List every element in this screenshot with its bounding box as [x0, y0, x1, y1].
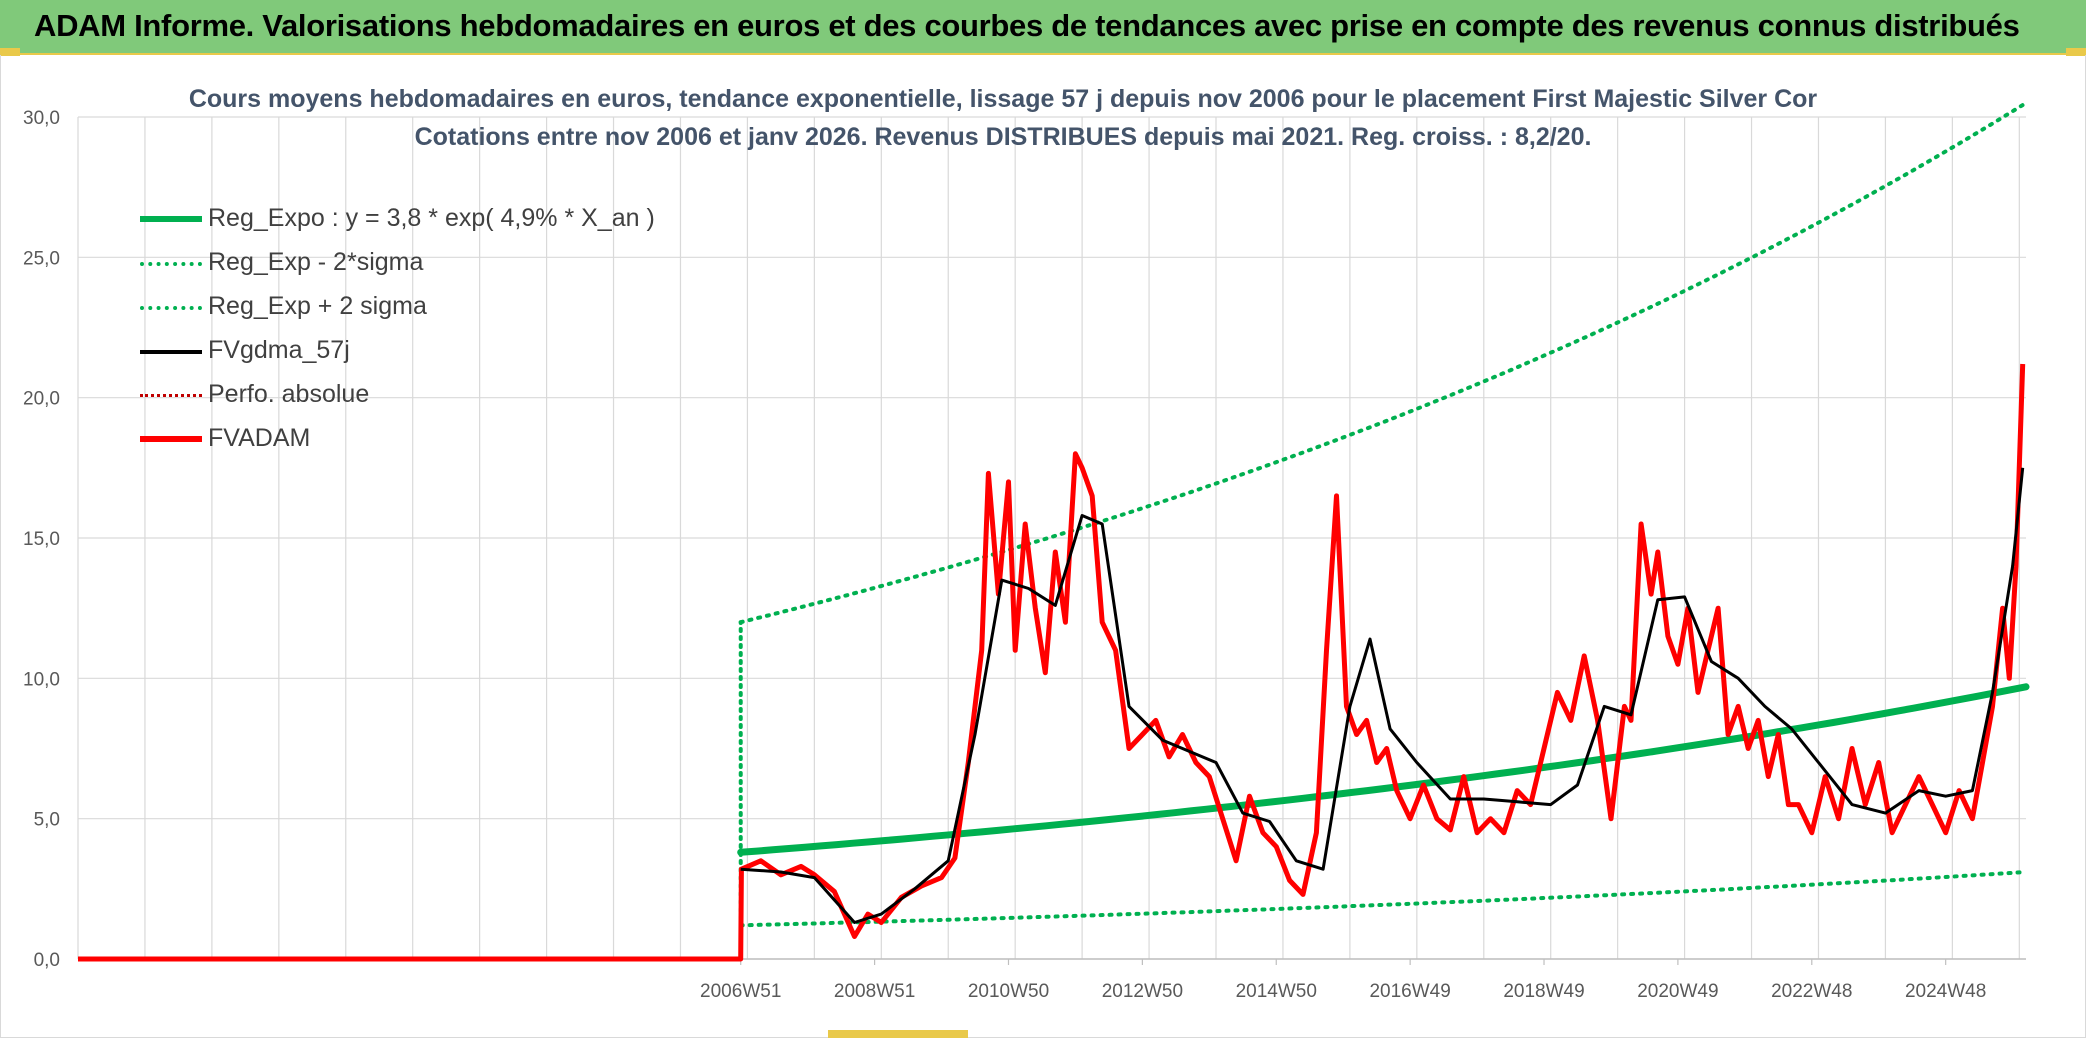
- report-title: ADAM Informe. Valorisations hebdomadaire…: [34, 8, 2020, 43]
- chart-subtitle: Cotations entre nov 2006 et janv 2026. R…: [414, 123, 1592, 151]
- legend-label: Reg_Exp - 2*sigma: [208, 248, 424, 276]
- legend-label: Reg_Expo : y = 3,8 * exp( 4,9% * X_an ): [208, 204, 655, 232]
- legend-swatch-perfo-absolue: [140, 394, 202, 397]
- chart-grid: [77, 116, 2026, 960]
- bottom-accent: [828, 1030, 968, 1038]
- y-axis: 0,0 5,0 10,0 15,0 20,0 25,0 30,0: [23, 108, 60, 971]
- series-fvgdma: [740, 467, 2025, 924]
- x-tick-label: 2020W49: [1637, 981, 1718, 1002]
- chart-title: Cours moyens hebdomadaires en euros, ten…: [188, 85, 1818, 113]
- legend-label: FVADAM: [208, 424, 311, 452]
- legend-label: Perfo. absolue: [208, 380, 370, 408]
- x-tick-label: 2012W50: [1102, 981, 1183, 1002]
- series-fvadam: [78, 363, 2026, 962]
- legend-swatch-fvgdma: [140, 350, 202, 354]
- x-tick-label: 2024W48: [1905, 981, 1986, 1002]
- x-axis: 2006W51 2008W51 2010W50 2012W50 2014W50 2016W…: [78, 958, 2026, 1002]
- x-tick-label: 2014W50: [1236, 981, 1317, 1002]
- series-reg-expo: [737, 683, 2030, 856]
- corner-mark-right: [2066, 48, 2086, 56]
- x-tick-label: 2018W49: [1503, 981, 1584, 1002]
- y-tick-label: 30,0: [23, 108, 60, 129]
- y-tick-label: 25,0: [23, 248, 60, 269]
- y-tick-label: 0,0: [34, 950, 60, 971]
- series-reg-plus-2sigma: [738, 101, 2028, 625]
- legend-swatch-reg-plus-2sigma: [140, 306, 202, 310]
- x-tick-label: 2022W48: [1771, 981, 1852, 1002]
- legend-label: FVgdma_57j: [208, 336, 350, 364]
- y-tick-label: 5,0: [34, 810, 60, 831]
- report-banner: ADAM Informe. Valorisations hebdomadaire…: [0, 0, 2086, 55]
- legend-label: Reg_Exp + 2 sigma: [208, 292, 427, 320]
- chart-series: [78, 101, 2030, 962]
- legend-swatch-reg-minus-2sigma: [140, 262, 202, 266]
- y-tick-label: 20,0: [23, 389, 60, 410]
- x-tick-label: 2010W50: [968, 981, 1049, 1002]
- corner-mark-left: [0, 48, 20, 56]
- legend-swatch-fvadam: [140, 436, 202, 442]
- legend-swatch-reg-expo: [140, 216, 202, 222]
- x-tick-label: 2006W51: [700, 981, 781, 1002]
- y-tick-label: 15,0: [23, 529, 60, 550]
- x-tick-label: 2016W49: [1369, 981, 1450, 1002]
- y-tick-label: 10,0: [23, 669, 60, 690]
- x-tick-label: 2008W51: [834, 981, 915, 1002]
- series-reg-minus-2sigma: [738, 870, 2028, 928]
